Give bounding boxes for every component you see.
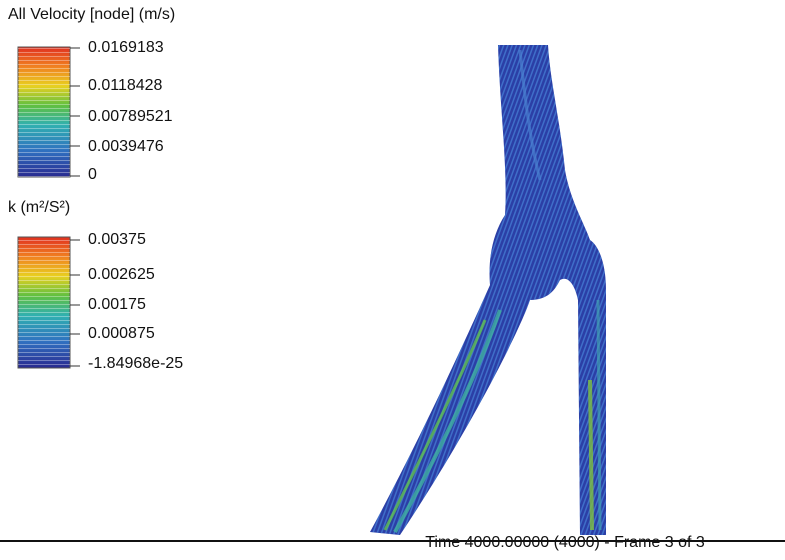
tick-label: -1.84968e-25 (88, 355, 183, 372)
tick-label: 0.00375 (88, 231, 146, 248)
vessel (370, 45, 606, 535)
legend-title: All Velocity [node] (m/s) (8, 6, 175, 23)
flow-streak (383, 319, 487, 531)
tick-label: 0.0118428 (88, 77, 163, 94)
colorbar-bands (18, 47, 70, 177)
legend-velocity: All Velocity [node] (m/s) 0.0169183 0.01… (8, 6, 175, 183)
tick-label: 0.000875 (88, 325, 155, 342)
flow-streak (596, 299, 602, 531)
colorbar-bands (18, 237, 70, 368)
flow-streak (393, 309, 502, 533)
tick-label: 0.00789521 (88, 108, 173, 125)
footer: Time 4000.00000 (4000) - Frame 3 of 3 (425, 534, 705, 551)
legend-title: k (m²/S²) (8, 199, 70, 216)
tick-label: 0.0039476 (88, 138, 164, 155)
tick-label: 0.00175 (88, 296, 146, 313)
flow-streak (588, 379, 594, 531)
vessel-streaks (370, 45, 606, 535)
tick-label: 0.0169183 (88, 39, 164, 56)
tick-label: 0 (88, 166, 97, 183)
flow-streak (518, 49, 542, 181)
legend-k: k (m²/S²) 0.00375 0.002625 0.00175 0.000… (8, 199, 183, 372)
tick-label: 0.002625 (88, 266, 155, 283)
